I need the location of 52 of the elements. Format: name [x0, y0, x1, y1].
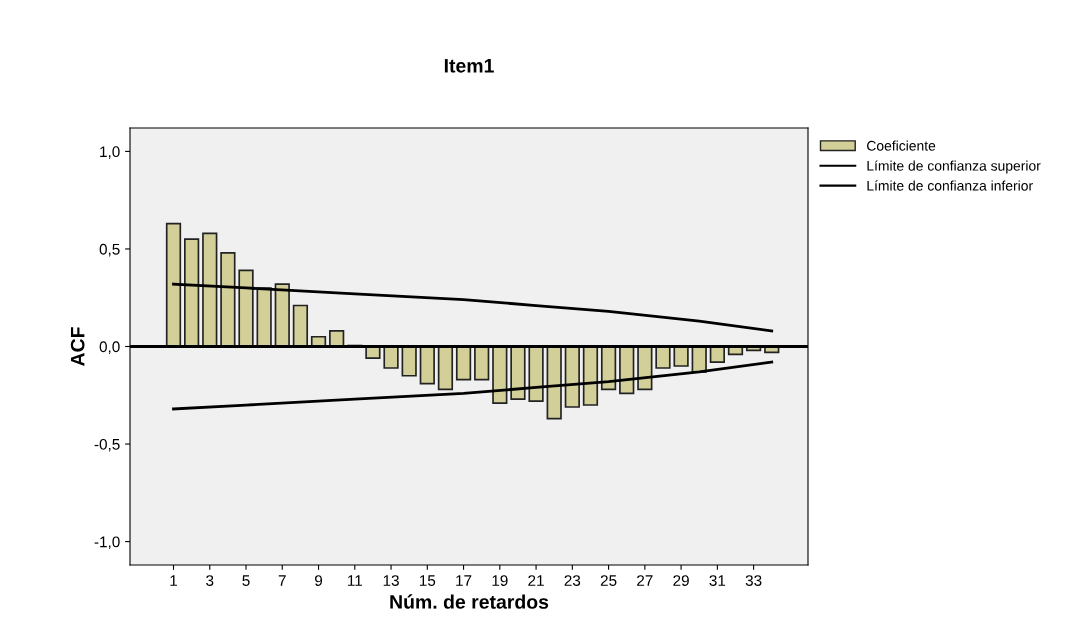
- x-tick-label: 21: [528, 575, 544, 586]
- bar: [202, 232, 218, 348]
- y-axis-title: ACF: [70, 327, 85, 366]
- x-tick-label: 31: [709, 575, 726, 586]
- x-tick-label: 5: [242, 575, 250, 586]
- line-series: [172, 360, 774, 411]
- bar: [582, 345, 599, 406]
- bar: [238, 269, 254, 348]
- x-tick-label: 27: [637, 575, 653, 586]
- x-tick-label: 13: [383, 575, 399, 586]
- x-tick-label: 33: [745, 575, 762, 586]
- x-tick-label: 17: [456, 575, 472, 586]
- x-axis-title: Núm. de retardos: [390, 594, 549, 609]
- legend-label: Límite de confianza inferior: [867, 180, 1033, 191]
- x-tick-label: 1: [170, 575, 178, 586]
- bar: [455, 345, 472, 381]
- y-tick-label: 1,0: [100, 146, 120, 159]
- bar: [184, 238, 200, 348]
- bar: [274, 283, 290, 348]
- y-tick-label: 0,0: [99, 341, 120, 354]
- bar: [437, 345, 454, 391]
- bar: [564, 345, 580, 408]
- bar: [474, 345, 490, 381]
- bar: [220, 252, 236, 348]
- bar: [256, 287, 272, 348]
- bar: [655, 345, 671, 369]
- y-tick-label: -1,0: [94, 536, 120, 550]
- line-series: [172, 282, 774, 333]
- bar: [510, 345, 526, 401]
- x-tick-label: 3: [206, 575, 214, 586]
- x-tick-label: 19: [492, 575, 508, 586]
- legend-label: Límite de confianza superior: [867, 160, 1041, 174]
- chart-title: Item1: [444, 59, 494, 73]
- x-tick-label: 23: [564, 575, 581, 586]
- bar: [492, 345, 508, 404]
- y-tick-label: 0,5: [99, 243, 120, 257]
- x-tick-label: 29: [673, 575, 689, 586]
- x-tick-label: 15: [419, 575, 436, 586]
- y-tick-label: -0,5: [94, 438, 120, 452]
- x-tick-label: 7: [278, 575, 286, 586]
- bar: [165, 222, 182, 348]
- bar: [419, 345, 435, 385]
- legend-label: Coeficiente: [867, 140, 936, 151]
- bar: [528, 345, 544, 402]
- bar: [401, 345, 417, 377]
- bar: [546, 345, 562, 420]
- bar: [292, 304, 309, 348]
- x-tick-label: 9: [315, 575, 323, 586]
- x-tick-label: 25: [600, 575, 617, 586]
- bar: [673, 345, 689, 367]
- x-tick-label: 11: [348, 575, 362, 586]
- bar: [383, 345, 399, 369]
